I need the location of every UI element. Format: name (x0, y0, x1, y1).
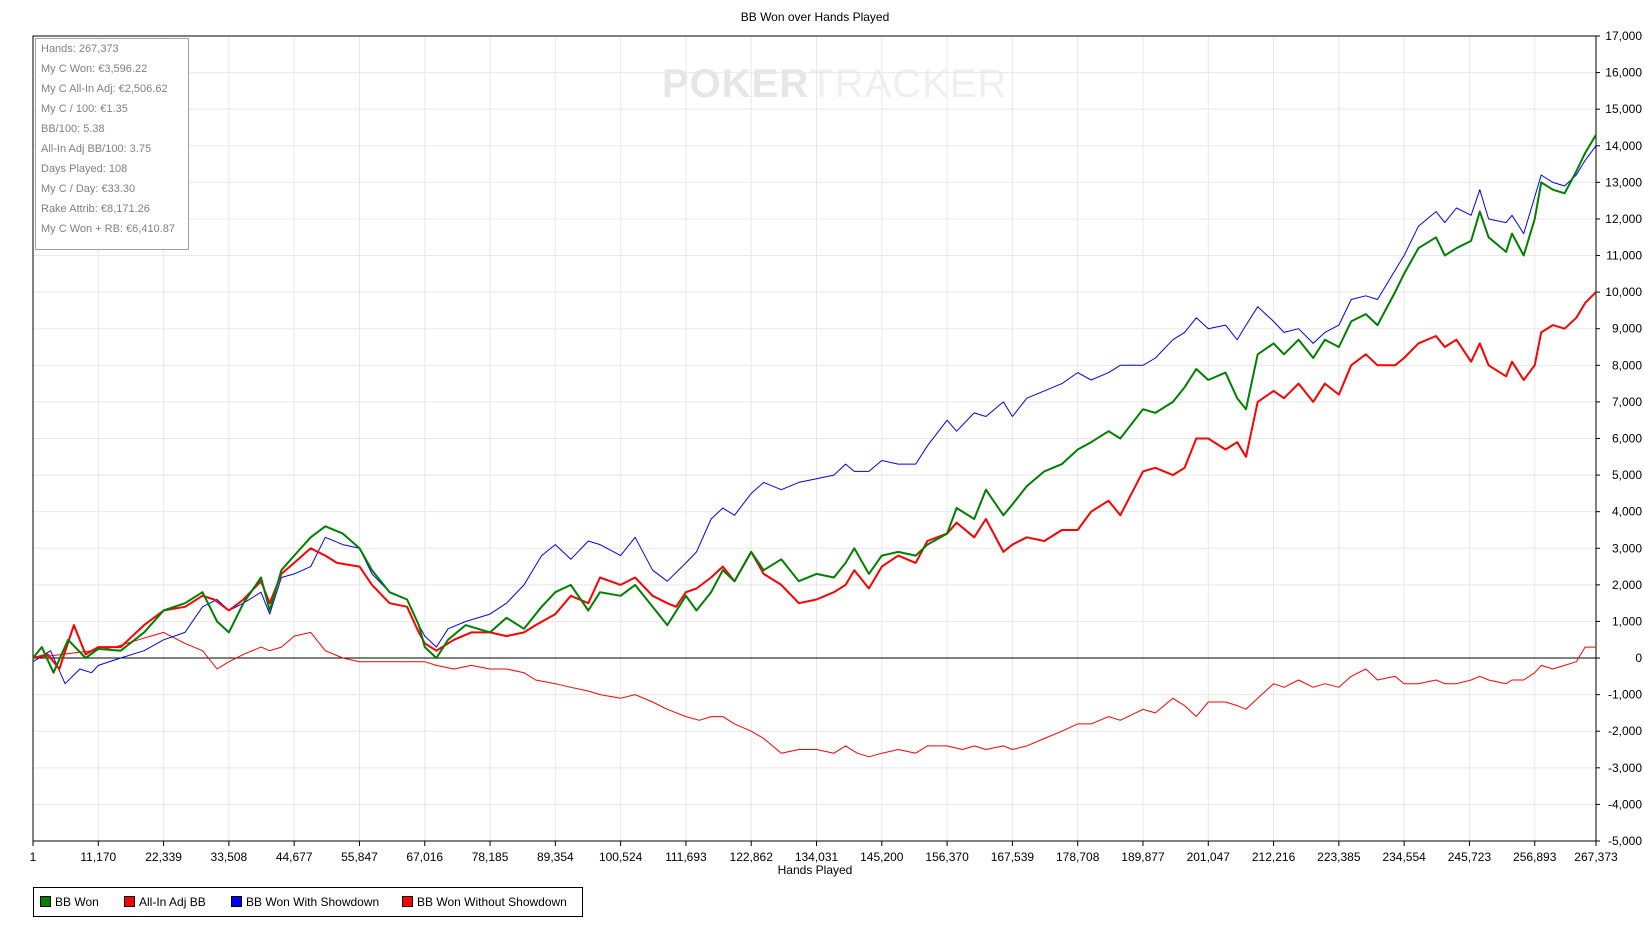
legend-item[interactable]: BB Won (40, 895, 99, 909)
chart-title: BB Won over Hands Played (741, 10, 890, 24)
series-layer (32, 134, 1597, 758)
legend-item[interactable]: BB Won With Showdown (231, 895, 379, 909)
y-tick-label: 5,000 (1612, 468, 1642, 482)
legend-item[interactable]: BB Won Without Showdown (402, 895, 567, 909)
legend-label: BB Won Without Showdown (417, 895, 567, 909)
x-tick-label: 256,893 (1513, 850, 1557, 864)
grid (32, 35, 1597, 842)
stat-line: All-In Adj BB/100: 3.75 (41, 143, 152, 155)
y-tick-label: 14,000 (1605, 139, 1642, 153)
series-line-3 (32, 631, 1596, 758)
x-tick-label: 212,216 (1252, 850, 1296, 864)
x-tick-label: 11,170 (80, 850, 116, 864)
x-tick-label: 245,723 (1448, 850, 1492, 864)
y-tick-label: 15,000 (1605, 102, 1642, 116)
y-tick-label: 7,000 (1612, 395, 1642, 409)
x-axis-ticks: 1 11,170 22,339 33,508 44,677 55,847 67,016 78,… (30, 841, 1618, 864)
legend-swatch (40, 896, 51, 907)
series-line-1 (32, 291, 1597, 670)
y-tick-label: 3,000 (1612, 541, 1642, 555)
x-tick-label: 33,508 (211, 850, 248, 864)
stat-line: My C All-In Adj: €2,506.62 (41, 83, 168, 95)
x-tick-label: 223,385 (1317, 850, 1361, 864)
stat-line: My C / 100: €1.35 (41, 103, 128, 115)
y-tick-label: 17,000 (1605, 29, 1642, 43)
x-axis-label: Hands Played (778, 863, 853, 877)
x-tick-label: 22,339 (145, 850, 182, 864)
legend-item[interactable]: All-In Adj BB (124, 895, 206, 909)
stat-line: Rake Attrib: €8,171.26 (41, 203, 150, 215)
y-tick-label: 10,000 (1605, 285, 1642, 299)
y-tick-label: 16,000 (1605, 66, 1642, 80)
y-tick-label: 1,000 (1612, 614, 1642, 628)
legend-label: BB Won (55, 895, 99, 909)
x-tick-label: 78,185 (472, 850, 509, 864)
y-tick-label: -3,000 (1608, 761, 1642, 775)
y-tick-label: 11,000 (1606, 249, 1642, 263)
y-tick-label: -2,000 (1608, 724, 1642, 738)
stat-line: BB/100: 5.38 (41, 123, 105, 135)
y-tick-label: -4,000 (1608, 797, 1642, 811)
x-tick-label: 89,354 (537, 850, 574, 864)
y-axis-ticks: 17,000 16,000 15,000 14,000 13,000 12,000 11,0… (1596, 29, 1642, 848)
legend-swatch (231, 896, 242, 907)
legend-swatch (124, 896, 135, 907)
x-tick-label: 167,539 (991, 850, 1035, 864)
y-tick-label: 2,000 (1612, 578, 1642, 592)
legend-swatch (402, 896, 413, 907)
x-tick-label: 156,370 (925, 850, 969, 864)
y-tick-label: 9,000 (1612, 322, 1642, 336)
x-tick-label: 234,554 (1382, 850, 1426, 864)
series-line-0 (32, 134, 1597, 674)
legend-label: All-In Adj BB (139, 895, 206, 909)
x-tick-label: 201,047 (1187, 850, 1231, 864)
pokertracker-watermark: POKERTRACKER (662, 62, 1008, 106)
x-tick-label: 145,200 (860, 850, 904, 864)
x-tick-label: 189,877 (1121, 850, 1165, 864)
y-tick-label: 8,000 (1612, 358, 1642, 372)
y-tick-label: -5,000 (1608, 834, 1642, 848)
stat-line: Hands: 267,373 (41, 43, 119, 55)
stat-line: My C Won + RB: €6,410.87 (41, 223, 176, 235)
stat-line: My C Won: €3,596.22 (41, 63, 148, 75)
x-tick-label: 44,677 (276, 850, 313, 864)
x-tick-label: 111,693 (665, 850, 707, 864)
legend-label: BB Won With Showdown (246, 895, 380, 909)
stats-panel: Hands: 267,373 My C Won: €3,596.22 My C Al… (35, 38, 189, 250)
y-tick-label: -1,000 (1608, 688, 1642, 702)
stat-line: Days Played: 108 (41, 163, 128, 175)
x-tick-label: 100,524 (599, 850, 643, 864)
legend: BB Won All-In Adj BB BB Won With Showdown B… (33, 887, 583, 917)
x-tick-label: 67,016 (406, 850, 443, 864)
stat-line: My C / Day: €33.30 (41, 183, 136, 195)
y-tick-label: 13,000 (1605, 175, 1642, 189)
x-tick-label: 122,862 (730, 850, 774, 864)
y-tick-label: 6,000 (1612, 432, 1642, 446)
y-tick-label: 4,000 (1612, 505, 1642, 519)
series-line-2 (32, 145, 1597, 685)
x-tick-label: 1 (30, 850, 37, 864)
x-tick-label: 267,373 (1574, 850, 1618, 864)
y-tick-label: 12,000 (1605, 212, 1642, 226)
x-tick-label: 55,847 (341, 850, 378, 864)
x-tick-label: 134,031 (795, 850, 839, 864)
y-tick-label: 0 (1635, 651, 1642, 665)
x-tick-label: 178,708 (1056, 850, 1100, 864)
